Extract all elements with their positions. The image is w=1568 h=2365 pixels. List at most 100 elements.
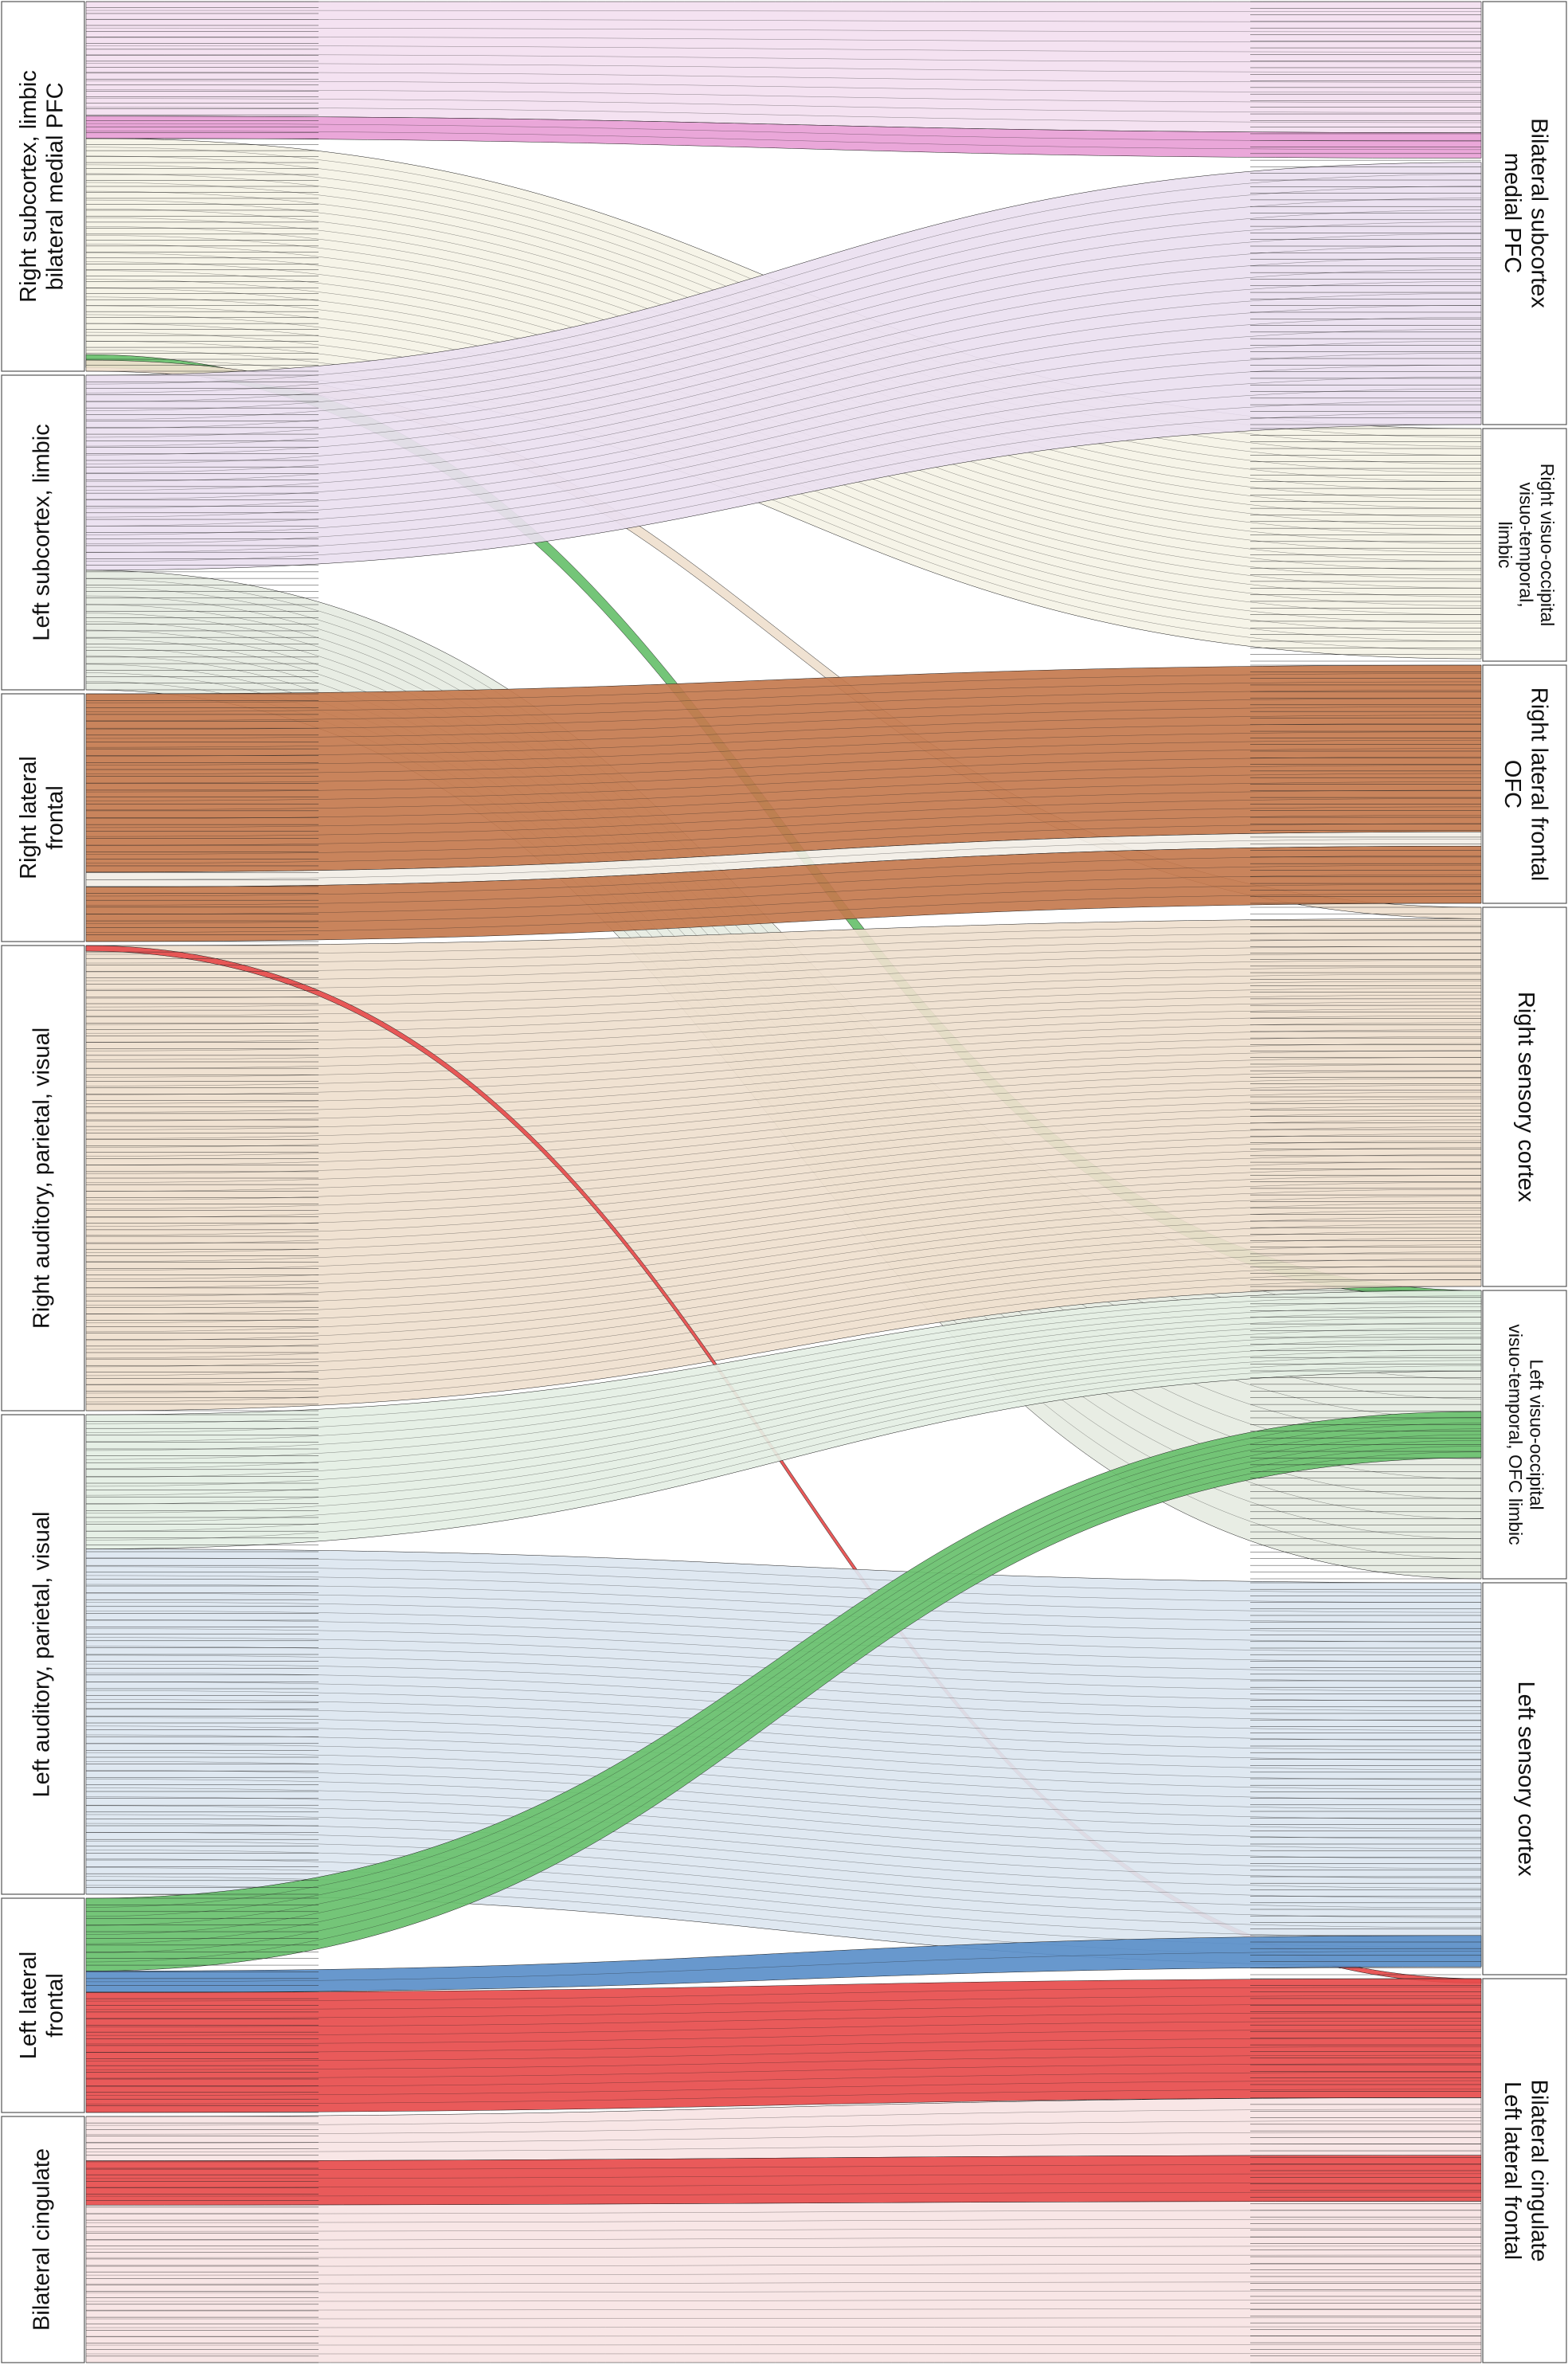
connection-strand [85,1743,1482,1800]
right-group-label: Left sensory cortex [1513,1682,1539,1877]
connection-strand [85,1770,1482,1830]
connection-strand [85,1301,1482,1433]
connection-strand [85,967,1482,1008]
connection-strand [85,1451,1482,1963]
connection-strand [85,209,1482,411]
left-group-panel [1,1897,85,2113]
connection-strand [85,1725,1482,1780]
connection-strand [85,1119,1482,1200]
left-group-label: bilateral medial PFC [42,82,68,290]
right-node-rows [1250,1,1481,2363]
right-group-panel [1482,1978,1567,2363]
connection-strand [85,305,1482,482]
connection-strand [85,72,1482,83]
connection-strand [85,1322,1482,1469]
connection-strand [85,1796,1482,1859]
left-group-label: Left auditory, parietal, visual [29,1512,55,1798]
connection-strand [85,1557,1482,1593]
connection-strand [85,806,1482,846]
connection-strand [85,1161,1482,1253]
connection-strand [85,1858,1482,1928]
connection-ribbon [85,1411,1482,1971]
connection-strand [85,1134,1482,1218]
connection-strand [85,1440,1482,1944]
connection-strand [85,186,1482,394]
connection-strand [85,2038,1482,2053]
connection-strand [85,1602,1482,1643]
connection-strand [85,1814,1482,1879]
connection-strand [85,1690,1482,1740]
connection-strand [85,1050,1482,1113]
connection-strand [85,856,1482,897]
connection-strand [85,932,1482,964]
right-group-label: Bilateral cingulate [1527,2080,1552,2262]
connection-strand [85,63,1482,72]
connection-strand [85,1987,1482,2002]
connection-strand [85,1832,1482,1898]
connection-strand [85,1823,1482,1889]
connection-strand [85,107,1482,123]
connection-strand [85,798,1482,837]
connection-strand [85,839,1482,880]
connection-strand [85,698,1482,730]
left-group-panel [1,2116,85,2363]
connection-strand [85,1850,1482,1918]
connection-strand [85,2012,1482,2027]
connection-strand [85,988,1482,1034]
connection-strand [85,2046,1482,2062]
connection-strand [85,1708,1482,1760]
connection-strand [85,2072,1482,2087]
connection-strand [85,89,1482,103]
connection-strand [85,1113,1482,1192]
connection-strand [85,723,1482,757]
connection-ribbons [85,1,1482,2363]
connection-strand [85,707,1482,739]
right-group-label: Left visuo-occipital [1527,1359,1547,1509]
right-group-label: Bilateral subcortex [1527,118,1552,308]
connection-strand [85,740,1482,774]
connection-strand [85,960,1482,999]
left-node-rows [86,1,319,2363]
connection-ribbon [85,1935,1482,1993]
connection-strand [85,1091,1482,1165]
connection-strand [85,1022,1482,1078]
connection-strand [85,353,1482,518]
connection-strand [85,1029,1482,1087]
left-group-label: Right subcortex, limbic [16,70,41,303]
connection-strand [85,1628,1482,1672]
connection-strand [85,1592,1482,1632]
connection-strand [85,388,1482,544]
connection-strand [85,1584,1482,1623]
left-group-label: Right auditory, parietal, visual [29,1028,55,1329]
connection-strand [85,131,1482,151]
connection-strand [85,2089,1482,2105]
left-group-label: frontal [42,785,68,850]
connection-strand [85,1611,1482,1652]
connection-strand [85,1417,1482,1908]
connection-strand [85,1354,1482,1523]
left-group-label: Left subcortex, limbic [29,424,55,640]
right-group-label: OFC [1500,760,1525,809]
connection-strand [85,400,1482,553]
connection-strand [85,1016,1482,1069]
connection-strand [85,1036,1482,1095]
connection-strand [85,1188,1482,1288]
connection-strand [85,1098,1482,1174]
connection-strand [85,1043,1482,1104]
connection-strand [85,1008,1482,1060]
connection-strand [85,1168,1482,1262]
connection-strand [85,1752,1482,1810]
connection-strand [85,1147,1482,1235]
right-group-label: medial PFC [1500,153,1525,274]
connection-strand [85,2063,1482,2079]
connection-strand [85,257,1482,447]
connection-ribbon [85,2201,1482,2363]
connection-strand [85,781,1482,819]
connection-strand [85,1365,1482,1541]
connection-strand [85,317,1482,491]
connection-strand [85,1734,1482,1790]
right-group-panel [1482,1,1567,425]
connection-strand [85,329,1482,500]
